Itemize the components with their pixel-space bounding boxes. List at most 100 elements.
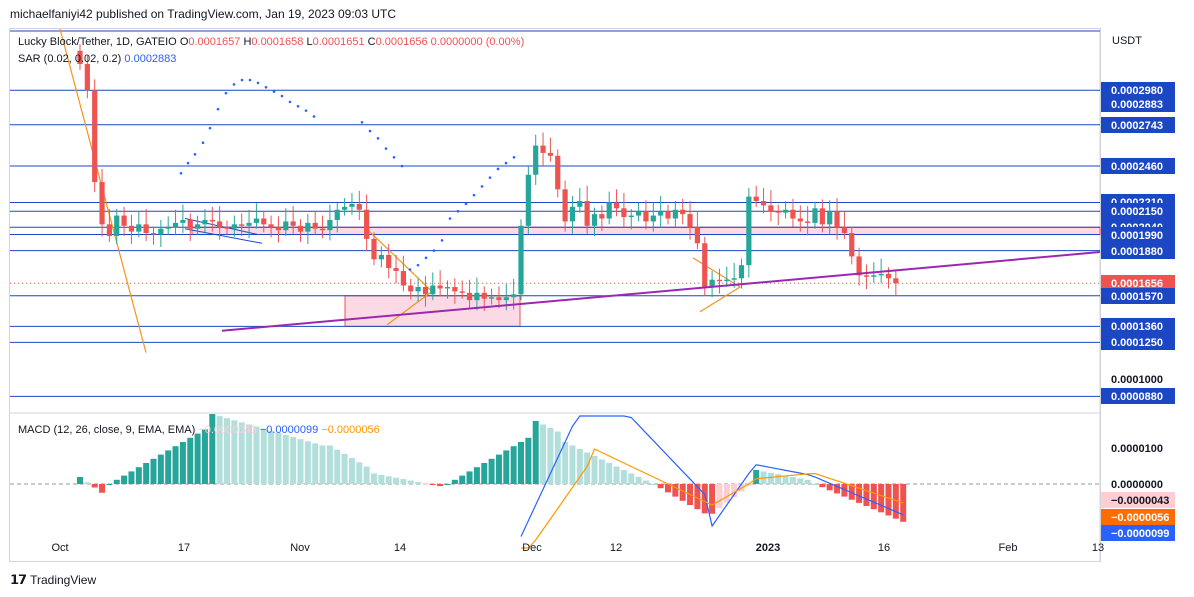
macd-histogram-bar <box>606 463 613 484</box>
macd-histogram-bar <box>297 439 304 484</box>
candle-body <box>231 224 237 229</box>
candle-body <box>246 222 252 226</box>
macd-histogram-bar <box>481 463 488 484</box>
macd-histogram-bar <box>503 450 510 484</box>
macd-histogram-bar <box>451 479 458 484</box>
candle-body <box>753 196 759 202</box>
candle-body <box>489 297 495 299</box>
macd-histogram-bar <box>819 484 826 488</box>
macd-histogram-bar <box>878 484 885 513</box>
macd-histogram-bar <box>584 452 591 484</box>
sar-dot <box>224 91 228 95</box>
candle-body <box>591 214 598 226</box>
candle-body <box>386 254 392 269</box>
macd-histogram-bar <box>892 484 899 519</box>
candle-body <box>77 50 83 64</box>
publisher-caption: michaelfaniyi42 published on TradingView… <box>10 7 397 21</box>
candle-body <box>738 265 745 279</box>
price-scale-label: 0.0001360 <box>1111 321 1163 333</box>
sar-dot <box>280 94 284 98</box>
footer-brand[interactable]: TradingView <box>30 573 97 587</box>
macd-histogram-bar <box>547 428 554 484</box>
sar-dot <box>416 263 420 267</box>
price-scale-label: 0.0002460 <box>1111 161 1163 173</box>
candle-body <box>459 291 465 293</box>
candle-body <box>694 227 700 244</box>
price-label-bg <box>1101 227 1175 243</box>
macd-histogram-bar <box>282 435 289 484</box>
candle-body <box>165 227 171 229</box>
price-label-bg <box>1101 288 1175 304</box>
candle-body <box>128 225 135 232</box>
candle-body <box>797 218 803 222</box>
candle-body <box>371 238 377 260</box>
candle-body <box>775 211 781 213</box>
macd-histogram-bar <box>812 484 818 485</box>
macd-histogram-bar <box>400 479 407 484</box>
sar-dot <box>480 185 484 188</box>
macd-scale-label: 0.0000100 <box>1111 443 1163 455</box>
candle-body <box>518 225 524 295</box>
candle-body <box>819 208 825 225</box>
sar-dot <box>240 78 244 82</box>
x-axis-tick: 14 <box>394 542 406 554</box>
candle-body <box>643 211 649 222</box>
macd-histogram-bar <box>841 484 848 497</box>
macd-histogram-bar <box>319 445 326 484</box>
macd-histogram-bar <box>642 480 649 484</box>
candle-body <box>121 215 127 226</box>
candle-body <box>408 285 414 292</box>
sar-value: 0.0002883 <box>124 53 177 65</box>
macd-histogram-bar <box>201 429 208 484</box>
macd-histogram-bar <box>782 475 789 484</box>
macd-line-value: −0.0000099 <box>259 424 319 436</box>
price-label-bg <box>1101 318 1175 334</box>
macd-histogram-bar <box>312 443 319 484</box>
macd-label[interactable]: MACD (12, 26, close, 9, EMA, EMA) <box>18 424 196 436</box>
macd-histogram-bar <box>378 474 385 484</box>
macd-histogram-bar <box>650 484 657 485</box>
sar-label[interactable]: SAR (0.02, 0.02, 0.2) <box>18 53 122 65</box>
sar-dot <box>208 126 212 130</box>
candle-body <box>805 221 811 223</box>
x-axis-tick: 2023 <box>756 542 780 554</box>
macd-histogram-bar <box>826 484 833 491</box>
candle-body <box>511 294 517 298</box>
candle-body <box>555 155 561 190</box>
sar-dot <box>376 137 380 140</box>
candle-body <box>378 254 384 260</box>
symbol-title[interactable]: Lucky Block/Tether, 1D, GATEIO <box>18 36 177 48</box>
tradingview-logo-icon: 𝟭𝟳 <box>10 572 27 587</box>
macd-histogram-bar <box>77 477 83 484</box>
candle-body <box>503 297 509 301</box>
candle-body <box>334 209 340 220</box>
macd-histogram-bar <box>723 484 730 503</box>
signal-line <box>521 448 904 549</box>
sar-dot <box>304 109 308 112</box>
macd-scale-label: −0.0000099 <box>1111 528 1169 540</box>
macd-histogram-bar <box>495 454 502 484</box>
macd-histogram-bar <box>172 446 179 484</box>
price-scale-label: 0.0001570 <box>1111 291 1163 303</box>
macd-histogram-bar <box>194 433 201 484</box>
candle-body <box>224 227 230 229</box>
high-label: H <box>243 36 252 48</box>
candle-body <box>746 196 752 266</box>
macd-histogram-bar <box>224 418 230 484</box>
macd-histogram-bar <box>731 484 738 497</box>
candle-body <box>547 152 553 156</box>
candle-body <box>885 273 892 279</box>
macd-histogram-bar <box>334 449 341 484</box>
macd-histogram-bar <box>246 424 253 484</box>
sar-dot <box>408 268 412 271</box>
sar-dot <box>360 120 364 124</box>
macd-histogram-bar <box>113 479 120 484</box>
macd-histogram-bar <box>143 463 150 484</box>
macd-label-bg <box>1101 492 1175 508</box>
candle-body <box>400 270 406 286</box>
macd-signal-value: −0.0000056 <box>321 424 380 436</box>
candle-body <box>474 292 480 301</box>
open-value: 0.0001657 <box>188 36 241 48</box>
candle-body <box>702 243 708 288</box>
